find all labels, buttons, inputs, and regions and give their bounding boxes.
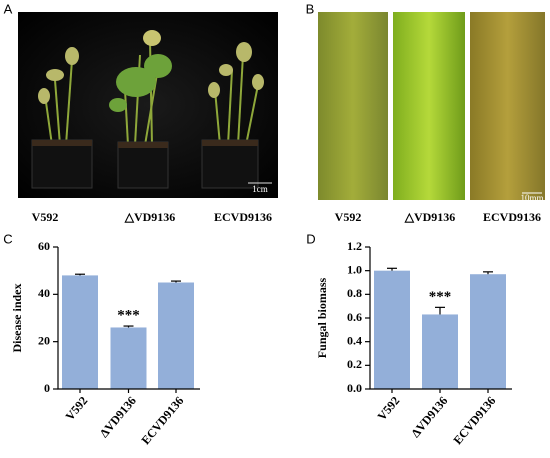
x-tick-label: V592 bbox=[375, 394, 403, 423]
photo-caption: △VD9136 bbox=[404, 210, 456, 224]
y-axis-label: Fungal biomass bbox=[315, 277, 329, 358]
panel-label: B bbox=[306, 1, 315, 16]
y-tick-label: 0.4 bbox=[347, 333, 362, 347]
photo-caption: V592 bbox=[335, 210, 362, 224]
bar bbox=[62, 275, 98, 389]
y-tick-label: 20 bbox=[38, 333, 50, 347]
y-tick-label: 0.6 bbox=[347, 310, 362, 324]
photo-a bbox=[18, 12, 278, 198]
y-tick-label: 1.0 bbox=[347, 262, 362, 276]
annotation: *** bbox=[429, 289, 452, 305]
bar bbox=[374, 270, 410, 389]
y-tick-label: 0.2 bbox=[347, 357, 362, 371]
annotation: *** bbox=[117, 307, 140, 323]
y-axis-label: Disease index bbox=[10, 284, 24, 353]
axis-line bbox=[57, 247, 200, 390]
scale-label: 1cm bbox=[252, 184, 268, 194]
bar bbox=[158, 282, 194, 389]
bar bbox=[110, 327, 147, 389]
panel-label: C bbox=[3, 231, 12, 246]
x-tick-label: V592 bbox=[63, 394, 91, 423]
x-tick-label: ΔVD9136 bbox=[97, 394, 139, 440]
y-tick-label: 0.0 bbox=[347, 381, 362, 395]
y-tick-label: 40 bbox=[38, 286, 50, 300]
panel-label: A bbox=[4, 1, 13, 16]
scale-label: 10mm bbox=[520, 193, 543, 203]
photo-caption: V592 bbox=[32, 210, 59, 224]
y-tick-label: 0.8 bbox=[347, 286, 362, 300]
y-tick-label: 1.2 bbox=[347, 239, 362, 253]
bar bbox=[422, 314, 458, 389]
photo-caption: ECVD9136 bbox=[214, 210, 272, 224]
photo-caption: △VD9136 bbox=[124, 210, 176, 224]
y-tick-label: 0 bbox=[44, 381, 50, 395]
x-tick-label: ECVD9136 bbox=[450, 394, 498, 447]
axis-line bbox=[369, 247, 512, 390]
photo-caption: ECVD9136 bbox=[483, 210, 541, 224]
x-tick-label: ECVD9136 bbox=[138, 394, 186, 447]
y-tick-label: 60 bbox=[38, 239, 50, 253]
bar bbox=[470, 274, 506, 389]
panel-label: D bbox=[306, 231, 315, 246]
x-tick-label: ΔVD9136 bbox=[408, 394, 450, 440]
photo-b bbox=[318, 12, 545, 200]
